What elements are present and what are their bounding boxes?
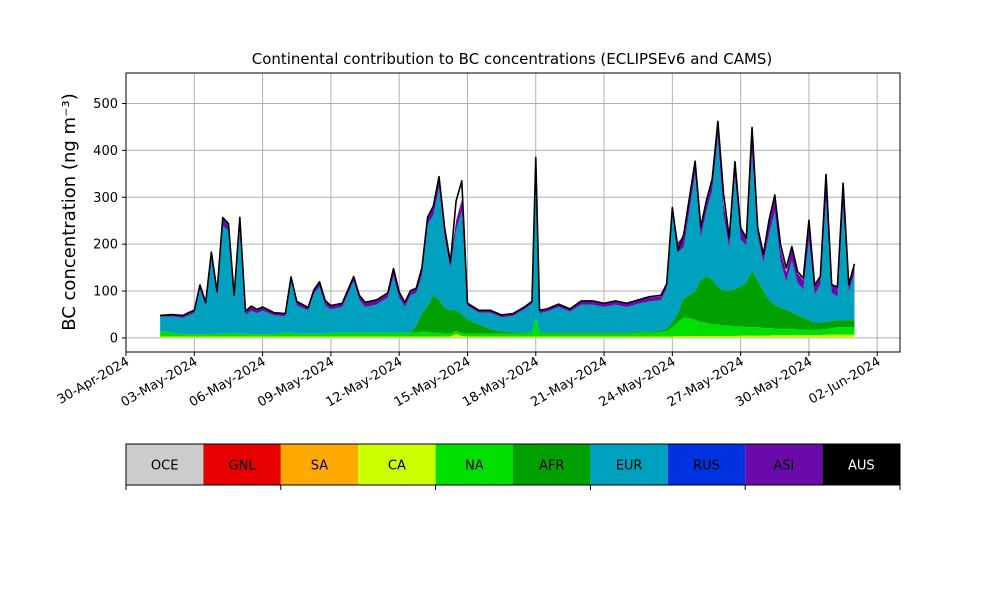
x-tick-label: 24-May-2024 — [597, 354, 679, 410]
legend-label-na: NA — [465, 459, 484, 474]
legend-frame — [125, 443, 901, 486]
y-tick-label: 500 — [93, 97, 118, 112]
x-tick-label: 30-May-2024 — [733, 354, 815, 410]
area-afr — [160, 270, 855, 335]
legend-swatch-eur — [590, 444, 668, 485]
y-tick-label: 400 — [93, 144, 118, 159]
legend-swatch-gnl — [203, 444, 281, 485]
legend-swatch-afr — [513, 444, 591, 485]
legend-label-asi: ASI — [773, 459, 794, 474]
legend-swatch-oce — [126, 444, 204, 485]
y-tick-label: 300 — [93, 191, 118, 206]
x-tick-label: 06-May-2024 — [187, 354, 269, 410]
plot-area: 010020030040050030-Apr-202403-May-202406… — [55, 72, 901, 410]
legend-label-rus: RUS — [693, 459, 720, 474]
x-tick-label: 12-May-2024 — [323, 354, 405, 410]
axes-frame — [125, 72, 901, 353]
total-line — [160, 120, 856, 317]
y-tick-label: 100 — [93, 285, 118, 300]
y-axis-label: BC concentration (ng m⁻³) — [59, 93, 80, 331]
area-na — [160, 317, 855, 337]
x-tick-label: 09-May-2024 — [255, 354, 337, 410]
legend-label-eur: EUR — [616, 459, 643, 474]
legend-label-oce: OCE — [151, 459, 179, 474]
x-tick-label: 21-May-2024 — [528, 354, 610, 410]
legend-swatch-na — [435, 444, 513, 485]
area-eur — [160, 136, 855, 335]
x-tick-label: 18-May-2024 — [460, 354, 542, 410]
legend-swatch-aus — [822, 444, 900, 485]
x-tick-label: 03-May-2024 — [119, 354, 201, 410]
y-tick-label: 0 — [110, 331, 118, 346]
y-tick-label: 200 — [93, 238, 118, 253]
legend-label-aus: AUS — [848, 459, 875, 474]
legend-colorbar: OCE GNL SA CA NA AFR EUR RUS ASI AUS — [125, 443, 901, 490]
legend-label-sa: SA — [311, 459, 328, 474]
legend-swatch-rus — [667, 444, 746, 485]
x-tick-label: 02-Jun-2024 — [806, 354, 883, 407]
legend-label-ca: CA — [388, 459, 406, 474]
legend-swatch-sa — [280, 444, 359, 485]
legend-swatch-ca — [358, 444, 436, 485]
x-tick-label: 27-May-2024 — [665, 354, 747, 410]
x-tick-label: 15-May-2024 — [392, 354, 474, 410]
chart-title: Continental contribution to BC concentra… — [252, 50, 773, 68]
legend-label-gnl: GNL — [229, 459, 257, 474]
legend-swatch-asi — [745, 444, 823, 485]
legend-label-afr: AFR — [539, 459, 564, 474]
